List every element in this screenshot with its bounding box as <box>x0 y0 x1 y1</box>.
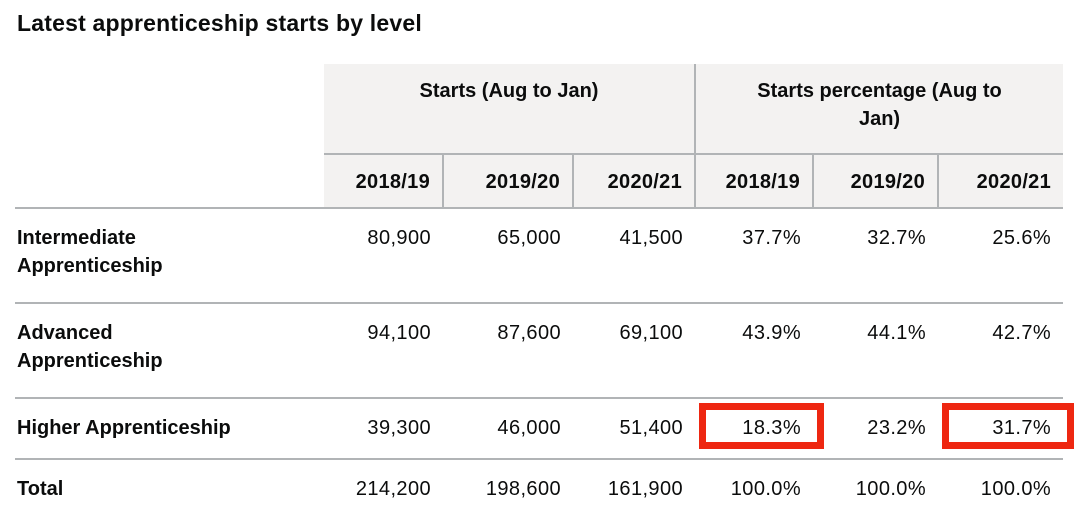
starts-cell: 214,200 <box>324 459 443 519</box>
cell-value: 80,900 <box>367 227 431 249</box>
year-header-row: 2018/19 2019/20 2020/21 2018/19 2019/20 … <box>15 154 1064 209</box>
starts-cell: 198,600 <box>443 459 573 519</box>
cell-value: 198,600 <box>485 478 561 500</box>
cell-value: 87,600 <box>497 322 561 344</box>
cell-value: 31.7% <box>992 417 1052 439</box>
starts-cell: 161,900 <box>573 459 695 519</box>
percentage-cell-highlighted: 31.7% <box>938 398 1075 459</box>
starts-cell: 46,000 <box>443 398 573 459</box>
column-group-percentage-label-line2: Jan) <box>858 108 901 130</box>
cell-value: 69,100 <box>619 322 684 344</box>
apprenticeship-starts-table: Starts (Aug to Jan) Starts percentage (A… <box>15 64 1075 519</box>
row-label-line: Apprenticeship <box>17 350 163 372</box>
row-label-line: Higher Apprenticeship <box>17 417 231 439</box>
column-group-starts-label: Starts (Aug to Jan) <box>419 80 599 102</box>
column-group-header-row: Starts (Aug to Jan) Starts percentage (A… <box>15 64 1064 155</box>
row-label-line: Intermediate <box>17 227 136 249</box>
starts-cell: 87,600 <box>443 303 573 398</box>
starts-cell: 65,000 <box>443 208 573 303</box>
percentage-cell: 42.7% <box>938 303 1063 398</box>
percentage-cell: 100.0% <box>938 459 1063 519</box>
cell-value: 65,000 <box>497 227 561 249</box>
table-row-advanced: Advanced Apprenticeship 94,100 87,600 69… <box>15 303 1064 398</box>
cell-value: 25.6% <box>992 227 1052 249</box>
year-header-starts-2018-19: 2018/19 <box>324 154 443 209</box>
percentage-cell: 32.7% <box>813 208 938 303</box>
starts-cell: 51,400 <box>573 398 695 459</box>
row-label-advanced: Advanced Apprenticeship <box>15 303 324 398</box>
cell-value: 23.2% <box>867 417 927 439</box>
starts-cell: 69,100 <box>573 303 695 398</box>
percentage-cell: 44.1% <box>813 303 938 398</box>
cell-value: 44.1% <box>867 322 927 344</box>
cell-value: 100.0% <box>980 478 1052 500</box>
cell-value: 37.7% <box>742 227 802 249</box>
row-label-total: Total <box>15 459 324 519</box>
year-header-percentage-2020-21: 2020/21 <box>937 154 1064 209</box>
percentage-cell-highlighted: 18.3% <box>695 398 825 459</box>
cell-value: 100.0% <box>730 478 802 500</box>
percentage-cell: 37.7% <box>695 208 813 303</box>
row-label-line: Total <box>17 478 64 500</box>
row-label-line: Apprenticeship <box>17 255 163 277</box>
starts-cell: 80,900 <box>324 208 443 303</box>
table-row-intermediate: Intermediate Apprenticeship 80,900 65,00… <box>15 208 1064 303</box>
column-group-starts: Starts (Aug to Jan) <box>324 64 696 155</box>
percentage-cell: 100.0% <box>695 459 813 519</box>
cell-value: 18.3% <box>742 417 802 439</box>
column-group-starts-percentage: Starts percentage (Aug to Jan) <box>694 64 1064 155</box>
cell-value: 42.7% <box>992 322 1052 344</box>
percentage-cell: 100.0% <box>813 459 938 519</box>
cell-value: 100.0% <box>855 478 927 500</box>
empty-corner-cell <box>15 64 324 154</box>
starts-cell: 94,100 <box>324 303 443 398</box>
percentage-cell: 25.6% <box>938 208 1063 303</box>
year-header-percentage-2019-20: 2019/20 <box>812 154 939 209</box>
page-title: Latest apprenticeship starts by level <box>17 10 422 36</box>
cell-value: 161,900 <box>607 478 684 500</box>
row-label-higher: Higher Apprenticeship <box>15 398 324 459</box>
cell-value: 46,000 <box>497 417 561 439</box>
starts-cell: 39,300 <box>324 398 443 459</box>
percentage-cell: 43.9% <box>695 303 813 398</box>
starts-cell: 41,500 <box>573 208 695 303</box>
cell-value: 39,300 <box>367 417 431 439</box>
row-label-line: Advanced <box>17 322 113 344</box>
year-header-percentage-2018-19: 2018/19 <box>694 154 814 209</box>
table-row-total: Total 214,200 198,600 161,900 100.0% 100… <box>15 459 1063 519</box>
cell-value: 94,100 <box>367 322 431 344</box>
cell-value: 51,400 <box>619 417 684 439</box>
row-label-intermediate: Intermediate Apprenticeship <box>15 208 324 303</box>
cell-value: 41,500 <box>619 227 684 249</box>
column-group-percentage-label-line1: Starts percentage (Aug to <box>757 80 1002 102</box>
year-header-starts-2019-20: 2019/20 <box>442 154 573 209</box>
cell-value: 32.7% <box>867 227 927 249</box>
cell-value: 214,200 <box>355 478 431 500</box>
year-header-starts-2020-21: 2020/21 <box>571 154 696 209</box>
empty-corner-cell <box>15 154 324 209</box>
table-row-higher: Higher Apprenticeship 39,300 46,000 51,4… <box>15 398 1075 459</box>
percentage-cell: 23.2% <box>813 398 938 459</box>
cell-value: 43.9% <box>742 322 802 344</box>
